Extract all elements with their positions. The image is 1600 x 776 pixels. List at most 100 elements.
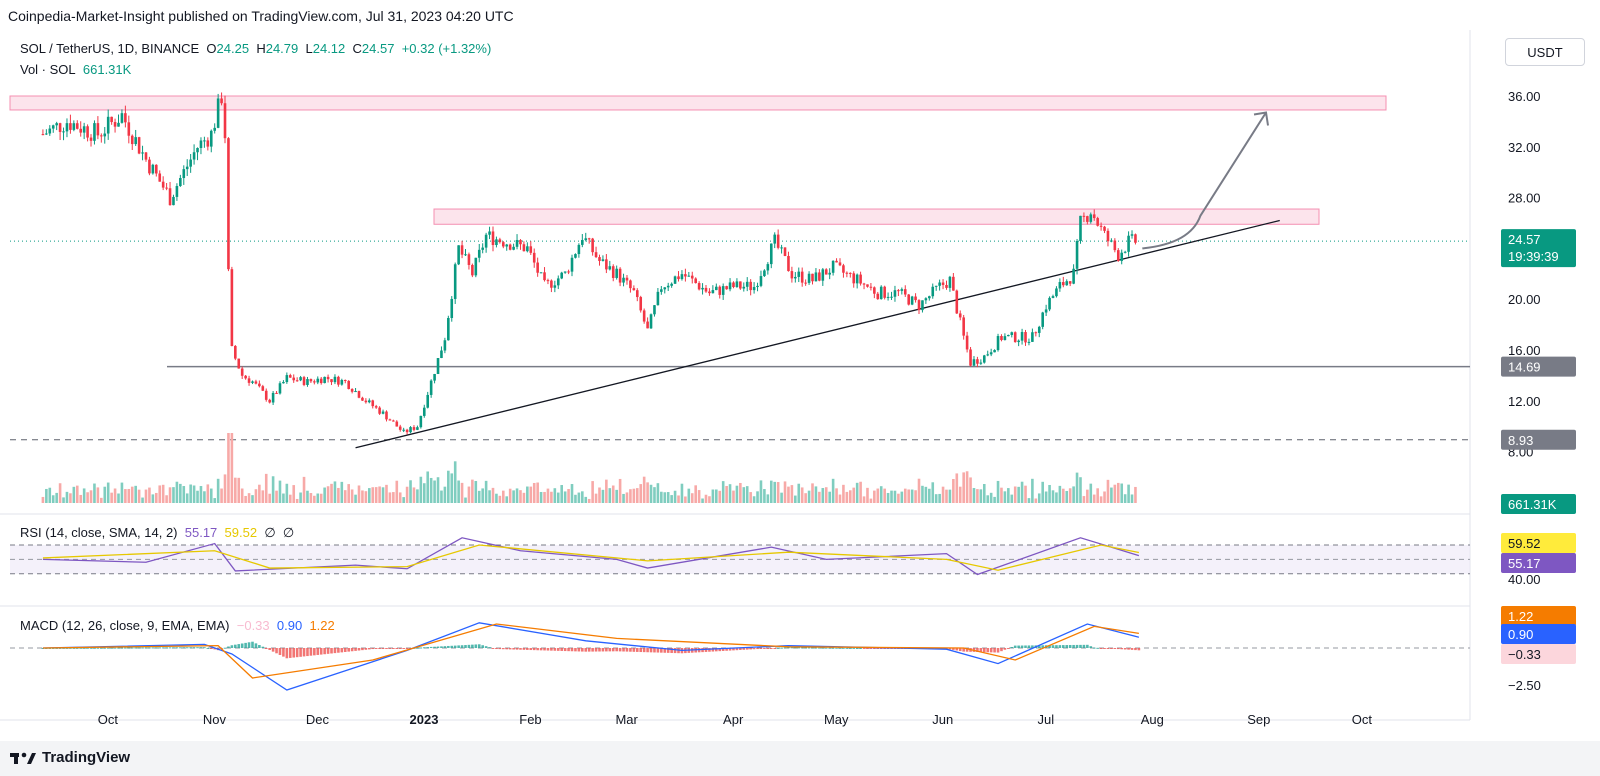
- macd-hist-bar: [350, 648, 354, 652]
- candle-body: [1106, 230, 1110, 242]
- macd-hist-bar: [728, 648, 732, 651]
- candle-body: [491, 231, 495, 246]
- volume-bar: [1092, 494, 1096, 503]
- macd-hist-bar: [179, 647, 182, 649]
- time-tick-label: Sep: [1247, 712, 1270, 727]
- rsi-sma-price-label: 59.52: [1508, 536, 1541, 551]
- candle-body: [928, 296, 931, 299]
- macd-hist-bar: [780, 647, 783, 649]
- candle-body: [605, 259, 608, 270]
- volume-bar: [127, 488, 131, 503]
- volume-bar: [986, 495, 990, 503]
- macd-hist-bar: [333, 648, 337, 654]
- volume-bar: [1086, 489, 1089, 503]
- candle-body: [474, 257, 478, 276]
- candle-body: [189, 159, 192, 167]
- macd-hist-bar: [1010, 646, 1014, 648]
- candle-body: [718, 286, 722, 295]
- candle-body: [934, 285, 938, 287]
- macd-hist-bar: [522, 648, 526, 650]
- macd-hist-bar: [271, 648, 275, 652]
- macd-hist-bar: [649, 648, 653, 653]
- volume-bar: [776, 482, 780, 503]
- volume-bar: [1010, 494, 1014, 503]
- macd-hist-bar: [86, 647, 89, 649]
- volume-bar: [1103, 491, 1106, 503]
- tradingview-icon: [10, 752, 36, 764]
- macd-hist-bar: [395, 648, 399, 649]
- volume-bar: [55, 492, 58, 503]
- macd-hist-bar: [419, 647, 423, 649]
- macd-hist-bar: [574, 648, 577, 652]
- macd-hist-bar: [629, 648, 632, 652]
- macd-hist-bar: [203, 647, 206, 649]
- volume-bar: [343, 490, 347, 503]
- candle-body: [117, 122, 120, 127]
- volume-bar: [1044, 491, 1048, 503]
- volume-bar: [948, 489, 952, 503]
- volume-bar: [1072, 486, 1075, 503]
- candle-body: [690, 275, 694, 279]
- candle-body: [687, 275, 691, 277]
- candle-body: [1127, 235, 1130, 252]
- volume-bar: [694, 485, 697, 503]
- candle-body: [196, 148, 199, 153]
- volume-bar: [1134, 486, 1137, 503]
- macd-hist-bar: [660, 648, 663, 653]
- currency-button[interactable]: USDT: [1505, 38, 1585, 66]
- macd-hist-bar: [845, 647, 849, 649]
- candle-body: [175, 186, 179, 197]
- macd-hist-bar: [440, 646, 443, 648]
- volume-bar: [646, 482, 649, 503]
- volume-bar: [1062, 488, 1065, 503]
- macd-hist-bar: [742, 648, 746, 650]
- macd-hist-bar: [426, 647, 430, 649]
- volume-bar: [203, 491, 206, 503]
- macd-hist-bar: [543, 648, 546, 651]
- tradingview-logo[interactable]: TradingView: [10, 749, 130, 766]
- macd-legend: MACD (12, 26, close, 9, EMA, EMA) −0.33 …: [20, 618, 335, 633]
- candle-body: [213, 127, 217, 131]
- volume-bar: [715, 489, 718, 503]
- candle-body: [484, 234, 488, 248]
- candle-body: [728, 282, 732, 290]
- candle-body: [86, 126, 89, 138]
- volume-bar: [928, 488, 931, 503]
- volume-bar: [1082, 496, 1086, 503]
- macd-hist-bar: [553, 648, 557, 651]
- volume-bar: [1048, 484, 1051, 503]
- symbol-label[interactable]: SOL / TetherUS, 1D, BINANCE: [20, 41, 200, 56]
- candle-body: [584, 238, 588, 241]
- volume-bar: [910, 489, 914, 503]
- volume-bar: [563, 491, 567, 503]
- candle-body: [1110, 240, 1113, 242]
- candle-body: [924, 298, 928, 301]
- candle-body: [879, 286, 883, 300]
- candle-body: [127, 122, 131, 136]
- rsi-label[interactable]: RSI (14, close, SMA, 14, 2): [20, 525, 178, 540]
- candle-body: [82, 126, 86, 133]
- support-price-label: 14.69: [1508, 360, 1541, 375]
- candle-body: [271, 392, 275, 403]
- volume-bar: [110, 492, 113, 503]
- last-price-label: 24.57: [1508, 232, 1541, 247]
- candle-body: [58, 123, 62, 132]
- macd-hist-bar: [340, 648, 344, 653]
- volume-bar: [515, 488, 519, 503]
- macd-hist-bar: [1103, 648, 1106, 649]
- macd-hist-bar: [546, 648, 550, 651]
- macd-hist-bar: [505, 648, 509, 650]
- volume-bar: [862, 496, 866, 503]
- macd-label[interactable]: MACD (12, 26, close, 9, EMA, EMA): [20, 618, 230, 633]
- volume-bar: [1106, 479, 1110, 503]
- macd-hist-bar: [172, 647, 175, 649]
- volume-bar: [979, 489, 983, 503]
- candle-body: [897, 290, 900, 292]
- candle-body: [1048, 297, 1051, 310]
- volume-bar: [371, 487, 375, 503]
- candle-body: [110, 116, 113, 123]
- volume-bar: [354, 494, 357, 503]
- volume-bar: [65, 491, 69, 503]
- candle-body: [234, 345, 237, 359]
- candle-body: [903, 289, 907, 295]
